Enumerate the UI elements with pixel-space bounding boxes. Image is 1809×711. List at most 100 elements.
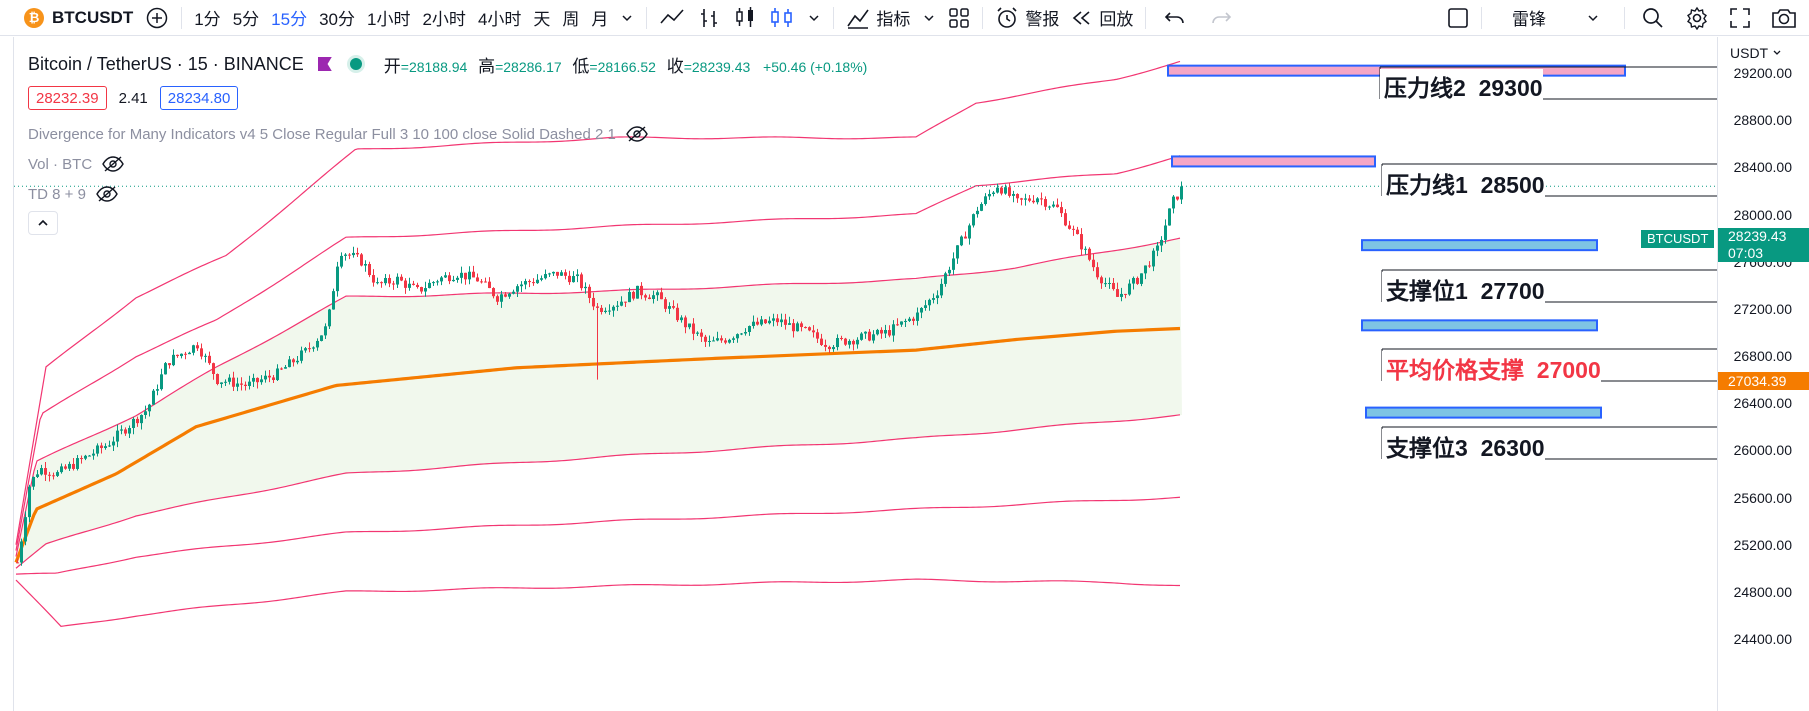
chart-pane[interactable]: Bitcoin / TetherUS · 15 · BINANCE 开=2818…	[0, 37, 1809, 711]
candle-body	[332, 291, 335, 310]
sell-price-button[interactable]: 28232.39	[28, 86, 107, 110]
search-button[interactable]	[1631, 0, 1675, 36]
indicator-td-row[interactable]: TD 8 + 9	[28, 181, 867, 207]
candle-body	[780, 319, 783, 323]
candle-body	[832, 347, 835, 350]
left-edge-strip	[0, 37, 14, 711]
candle-body	[280, 368, 283, 370]
chart-type-dropdown[interactable]	[801, 0, 827, 36]
resistance-2-label[interactable]: 压力线2 29300	[1380, 69, 1543, 103]
templates-button[interactable]	[942, 0, 976, 36]
interval-15m[interactable]: 15分	[271, 10, 308, 29]
candle-body	[988, 193, 991, 197]
indicators-dropdown[interactable]	[916, 0, 942, 36]
band-fill	[16, 238, 1182, 567]
candle-body	[812, 330, 815, 333]
bar-chart-button[interactable]	[691, 0, 727, 36]
candles-button[interactable]	[727, 0, 763, 36]
candle-body	[656, 292, 659, 296]
indicators-button[interactable]: 指标	[840, 0, 916, 36]
band-line-lower3	[15, 578, 1181, 627]
candle-body	[1004, 187, 1007, 194]
candle-body	[68, 463, 71, 469]
hollow-candles-button[interactable]	[763, 0, 801, 36]
select-layout-button[interactable]	[1441, 0, 1475, 36]
resistance-1-label[interactable]: 压力线1 28500	[1382, 166, 1545, 200]
interval-5m[interactable]: 5分	[232, 10, 260, 29]
price-tick: 28000.00	[1733, 206, 1792, 223]
candle-body	[344, 254, 347, 256]
candle-body	[760, 319, 763, 325]
flag-icon[interactable]	[317, 57, 332, 71]
band-line-lower1	[15, 414, 1181, 569]
fullscreen-button[interactable]	[1719, 0, 1761, 36]
layout-dropdown[interactable]	[1566, 0, 1618, 36]
line-chart-button[interactable]	[653, 0, 691, 36]
eye-hidden-icon[interactable]	[625, 126, 648, 142]
candle-body	[764, 319, 767, 324]
candle-body	[640, 285, 643, 296]
buy-price-button[interactable]: 28234.80	[159, 86, 239, 110]
bitcoin-logo-icon: ₿	[24, 7, 44, 28]
average-support-label[interactable]: 平均价格支撑 27000	[1382, 351, 1601, 385]
rewind-icon	[1071, 9, 1093, 27]
candle-body	[1172, 196, 1175, 209]
candle-body	[132, 418, 135, 429]
collapse-legend-button[interactable]	[28, 211, 58, 235]
indicator-volume-row[interactable]: Vol · BTC	[28, 151, 867, 177]
candle-body	[1008, 187, 1011, 196]
candle-body	[140, 414, 143, 424]
interval-2h[interactable]: 2小时	[422, 10, 466, 29]
candle-body	[508, 293, 511, 297]
redo-button[interactable]	[1198, 0, 1244, 36]
candle-body	[492, 288, 495, 297]
interval-1d[interactable]: 天	[533, 10, 551, 29]
candle-body	[176, 354, 179, 357]
low-label: 低	[572, 56, 590, 76]
candle-body	[804, 327, 807, 329]
candle-body	[352, 252, 355, 256]
settings-button[interactable]	[1675, 0, 1719, 36]
chevron-down-icon	[620, 11, 634, 25]
eye-hidden-icon[interactable]	[96, 186, 118, 202]
candle-body	[124, 429, 127, 434]
candle-body	[868, 331, 871, 341]
interval-1mo[interactable]: 月	[591, 10, 609, 29]
price-scale[interactable]: USDT 29200.00 28800.00 28400.00 28000.00…	[1717, 37, 1809, 711]
indicator-divergence-row[interactable]: Divergence for Many Indicators v4 5 Clos…	[28, 121, 867, 147]
candle-body	[1040, 198, 1043, 200]
snapshot-button[interactable]	[1761, 0, 1809, 36]
compare-add-button[interactable]	[139, 0, 175, 36]
symbol-title[interactable]: Bitcoin / TetherUS · 15 · BINANCE	[28, 53, 304, 74]
interval-1h[interactable]: 1小时	[367, 10, 411, 29]
currency-label: USDT	[1730, 45, 1769, 61]
interval-4h[interactable]: 4小时	[477, 10, 522, 29]
candle-body	[380, 282, 383, 284]
candle-body	[864, 331, 867, 334]
symbol-search-button[interactable]: ₿ BTCUSDT	[0, 0, 139, 36]
candle-body	[664, 299, 667, 309]
interval-30m[interactable]: 30分	[319, 10, 355, 29]
support-3-label[interactable]: 支撑位3 26300	[1382, 429, 1545, 463]
candle-body	[392, 283, 395, 285]
candle-body	[628, 291, 631, 303]
candle-body	[112, 441, 115, 446]
eye-hidden-icon[interactable]	[102, 156, 125, 172]
candle-body	[1064, 213, 1067, 226]
candle-body	[456, 277, 459, 280]
replay-button[interactable]: 回放	[1065, 0, 1139, 36]
layout-name-button[interactable]: 雷锋	[1488, 0, 1566, 36]
interval-1m[interactable]: 1分	[194, 10, 221, 29]
level-box	[1361, 319, 1598, 332]
interval-dropdown[interactable]	[614, 0, 640, 36]
candle-body	[416, 284, 419, 288]
candle-body	[448, 275, 451, 282]
price-tick: 28800.00	[1733, 112, 1792, 129]
spread-value: 2.41	[118, 89, 148, 107]
currency-selector[interactable]: USDT	[1730, 45, 1782, 61]
interval-1w[interactable]: 周	[562, 10, 580, 29]
alert-button[interactable]: 警报	[989, 0, 1065, 36]
candle-body	[944, 273, 947, 284]
undo-button[interactable]	[1152, 0, 1198, 36]
support-1-label[interactable]: 支撑位1 27700	[1382, 272, 1545, 306]
